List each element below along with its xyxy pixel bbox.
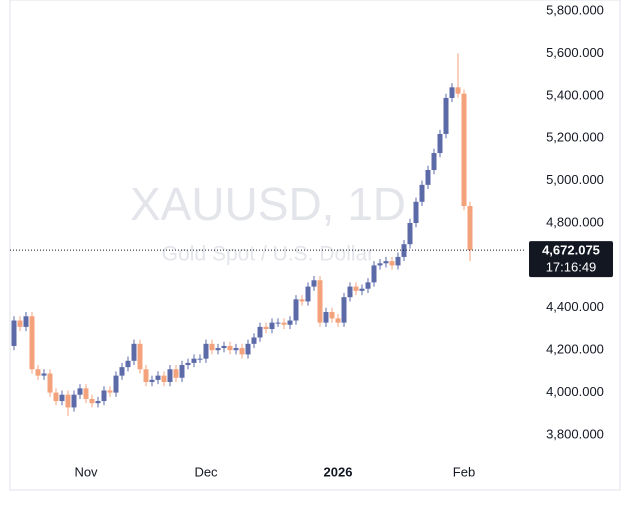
candle-body [191, 358, 197, 363]
x-tick-label: Dec [194, 464, 218, 479]
candle-body [365, 282, 371, 289]
candle-body [257, 326, 263, 338]
candle-body [293, 299, 299, 321]
candle-body [137, 343, 143, 370]
candle-body [143, 369, 149, 382]
watermark-symbol: XAUUSD, 1D [130, 178, 406, 230]
candle-body [95, 401, 101, 404]
candle-body [161, 375, 167, 382]
watermark-description: Gold Spot / U.S. Dollar [162, 243, 374, 266]
candle-body [29, 316, 35, 370]
y-tick-label: 3,800.000 [546, 426, 604, 441]
candle-body [197, 358, 203, 360]
candle-body [233, 348, 239, 351]
y-tick-label: 4,400.000 [546, 299, 604, 314]
candle-body [269, 322, 275, 329]
candle-body [71, 394, 77, 408]
candle-body [467, 206, 473, 251]
candle-body [383, 261, 389, 264]
candle-body [35, 369, 41, 376]
y-tick-label: 4,000.000 [546, 384, 604, 399]
candle-body [209, 343, 215, 351]
candles [11, 53, 473, 416]
candle-body [377, 263, 383, 266]
candle-body [335, 318, 341, 323]
candle-body [11, 320, 17, 346]
candle-body [221, 345, 227, 349]
candle-body [113, 375, 119, 393]
candle-body [179, 365, 185, 378]
candle-body [227, 345, 233, 351]
candle-body [323, 312, 329, 323]
chart-frame [9, 0, 621, 491]
candle-body [185, 362, 191, 366]
candle-body [437, 133, 443, 154]
candle-body [119, 367, 125, 376]
candle-body [77, 388, 83, 395]
x-tick-label: 2026 [324, 464, 353, 479]
candle-body [449, 87, 455, 98]
candle-body [83, 388, 89, 399]
y-tick-label: 5,400.000 [546, 87, 604, 102]
candle-body [167, 369, 173, 382]
candle-body [17, 320, 23, 327]
candle-body [353, 286, 359, 291]
candle-body [347, 286, 353, 298]
candle-body [407, 223, 413, 245]
candle-body [311, 280, 317, 287]
candle-body [443, 97, 449, 134]
candle-body [371, 265, 377, 283]
candle-body [101, 390, 107, 402]
candle-body [395, 256, 401, 266]
candle-body [149, 379, 155, 382]
candle-body [245, 343, 251, 355]
candle-body [263, 326, 269, 329]
candle-body [65, 394, 71, 408]
candle-body [287, 320, 293, 325]
candle-body [215, 348, 221, 351]
candle-body [281, 322, 287, 325]
candle-body [89, 398, 95, 404]
candle-body [239, 348, 245, 355]
y-tick-label: 4,800.000 [546, 214, 604, 229]
candle-body [455, 87, 461, 94]
candle-body [305, 286, 311, 302]
candle-body [329, 312, 335, 319]
candle-body [341, 297, 347, 323]
candle-body [131, 343, 137, 361]
y-tick-label: 5,000.000 [546, 172, 604, 187]
candle-body [425, 170, 431, 185]
candle-body [203, 343, 209, 359]
x-tick-label: Nov [74, 464, 98, 479]
y-tick-label: 4,200.000 [546, 342, 604, 357]
candle-body [47, 373, 53, 393]
candle-body [53, 392, 59, 402]
candle-body [173, 369, 179, 378]
candle-body [23, 316, 29, 327]
y-tick-label: 5,600.000 [546, 45, 604, 60]
candle-body [413, 201, 419, 224]
candle-body [317, 280, 323, 323]
candle-body [431, 153, 437, 171]
candle-body [419, 184, 425, 202]
candle-body [125, 360, 131, 368]
candle-body [107, 390, 113, 393]
candle-body [59, 394, 65, 402]
y-tick-label: 5,800.000 [546, 2, 604, 17]
y-tick-label: 5,200.000 [546, 130, 604, 145]
candle-body [299, 299, 305, 302]
x-tick-label: Feb [453, 464, 475, 479]
candle-body [461, 93, 467, 207]
candle-body [389, 261, 395, 266]
countdown-label: 17:16:49 [546, 260, 597, 275]
candle-body [41, 373, 47, 376]
last-price-box [529, 241, 613, 278]
candle-body [275, 322, 281, 324]
candle-body [251, 337, 257, 344]
candle-body [155, 375, 161, 380]
candle-body [359, 288, 365, 291]
last-price-label: 4,672.075 [542, 243, 600, 258]
